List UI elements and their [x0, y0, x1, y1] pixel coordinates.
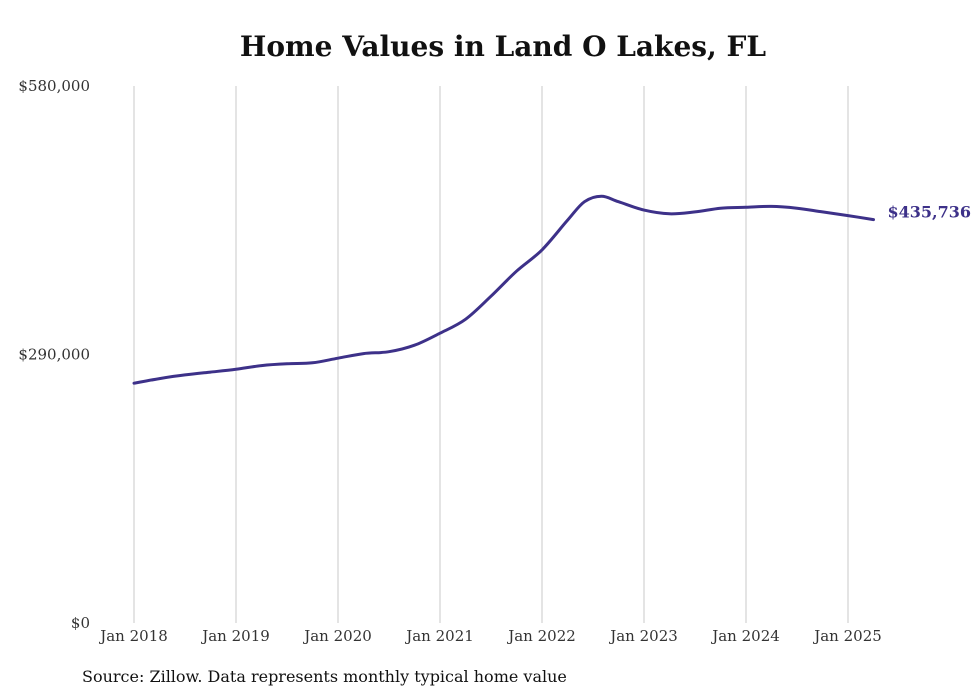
y-tick-label: $0 — [71, 614, 90, 632]
series-line-0 — [132, 194, 875, 385]
y-tick-label: $290,000 — [18, 346, 90, 364]
y-axis-ticks: $0 $290,000 $580,000 — [18, 77, 90, 632]
grid-lines — [133, 86, 849, 623]
x-tick-label: Jan 2025 — [812, 627, 882, 645]
chart-title: Home Values in Land O Lakes, FL — [239, 30, 767, 63]
end-value-label: $435,736 — [888, 203, 972, 222]
x-tick-label: Jan 2019 — [200, 627, 270, 645]
x-axis-ticks: Jan 2018 Jan 2019 Jan 2020 Jan 2021 Jan 2022… — [98, 627, 882, 645]
x-tick-label: Jan 2020 — [302, 627, 372, 645]
series-layer: $435,736 — [132, 194, 972, 385]
x-tick-label: Jan 2018 — [98, 627, 168, 645]
x-tick-label: Jan 2021 — [404, 627, 474, 645]
x-tick-label: Jan 2024 — [710, 627, 780, 645]
source-note: Source: Zillow. Data represents monthly … — [82, 667, 567, 686]
x-tick-label: Jan 2023 — [608, 627, 678, 645]
y-tick-label: $580,000 — [18, 77, 90, 95]
x-tick-label: Jan 2022 — [506, 627, 576, 645]
